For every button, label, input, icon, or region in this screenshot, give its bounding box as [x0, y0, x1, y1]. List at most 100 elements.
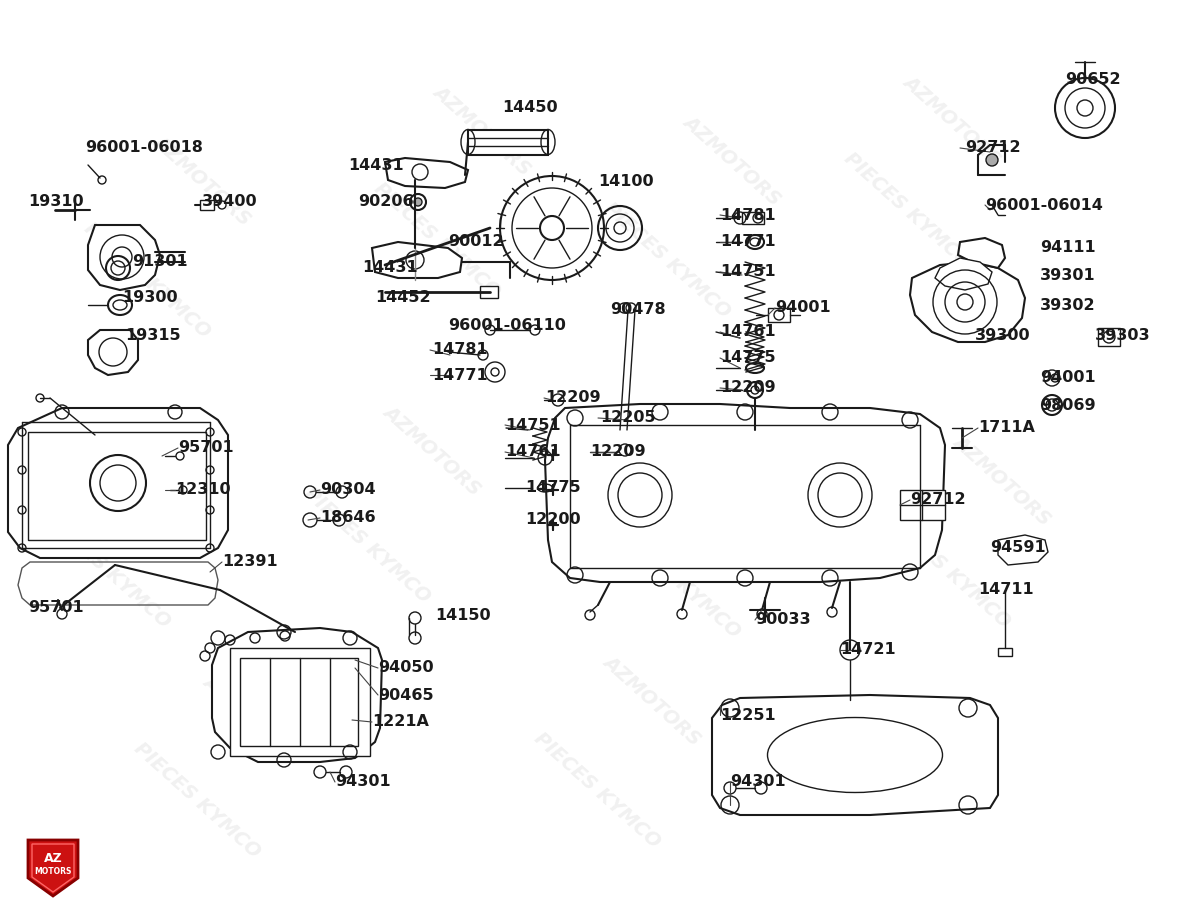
Text: 39400: 39400 [202, 194, 258, 210]
Text: PIECES KYMCO: PIECES KYMCO [880, 508, 1014, 632]
Bar [742, 212, 764, 224]
Text: 14775: 14775 [720, 350, 775, 365]
Circle shape [1051, 374, 1060, 382]
Text: PIECES KYMCO: PIECES KYMCO [370, 178, 504, 302]
Text: PIECES KYMCO: PIECES KYMCO [300, 483, 433, 607]
Text: 14771: 14771 [432, 367, 487, 382]
Text: AZMOTORS: AZMOTORS [680, 431, 785, 528]
Bar [598, 408, 706, 480]
Text: PIECES KYMCO: PIECES KYMCO [80, 219, 214, 341]
Text: AZMOTORS: AZMOTORS [430, 81, 535, 178]
Text: 12209: 12209 [590, 445, 646, 460]
Polygon shape [998, 535, 1048, 565]
Text: 96001-06014: 96001-06014 [985, 197, 1103, 212]
Text: 19310: 19310 [28, 194, 84, 210]
Text: 96001-06110: 96001-06110 [448, 318, 566, 332]
Text: 94301: 94301 [730, 775, 786, 789]
Bar [900, 490, 946, 520]
Text: 12205: 12205 [600, 410, 655, 426]
Text: 1711A: 1711A [978, 420, 1034, 436]
Text: 90206: 90206 [358, 194, 414, 210]
Text: 12200: 12200 [526, 512, 581, 527]
Text: PIECES KYMCO: PIECES KYMCO [610, 518, 744, 642]
Text: 14452: 14452 [374, 291, 431, 305]
Text: 14761: 14761 [720, 325, 775, 339]
Text: AZMOTORS: AZMOTORS [600, 652, 704, 749]
Text: 12209: 12209 [720, 381, 775, 395]
Text: 90304: 90304 [320, 482, 376, 498]
Bar [230, 648, 370, 756]
Bar [28, 432, 206, 540]
Text: 90478: 90478 [610, 302, 666, 318]
Text: 14721: 14721 [840, 643, 895, 658]
Text: 90465: 90465 [378, 688, 433, 703]
Text: 14431: 14431 [362, 260, 418, 275]
Text: 14761: 14761 [505, 445, 560, 460]
Text: 12310: 12310 [175, 482, 230, 498]
Text: 95701: 95701 [28, 600, 84, 616]
Text: 19300: 19300 [122, 291, 178, 305]
Text: 90033: 90033 [755, 613, 811, 627]
Text: 94001: 94001 [775, 301, 830, 316]
Text: AZMOTORS: AZMOTORS [100, 431, 205, 528]
Text: AZMOTORS: AZMOTORS [150, 131, 254, 229]
Text: AZ: AZ [43, 851, 62, 865]
Text: 98069: 98069 [1040, 398, 1096, 412]
Circle shape [986, 154, 998, 166]
Text: 94111: 94111 [1040, 240, 1096, 256]
Polygon shape [385, 158, 468, 188]
Text: 12251: 12251 [720, 707, 775, 723]
Text: 39301: 39301 [1040, 267, 1096, 283]
Text: 92712: 92712 [910, 492, 966, 508]
Text: 14751: 14751 [720, 265, 775, 280]
Text: PIECES KYMCO: PIECES KYMCO [130, 739, 264, 861]
Text: AZMOTORS: AZMOTORS [950, 431, 1055, 528]
Polygon shape [212, 628, 382, 762]
Polygon shape [28, 840, 78, 896]
Polygon shape [958, 238, 1006, 268]
Text: 94050: 94050 [378, 661, 433, 676]
Text: AZMOTORS: AZMOTORS [200, 671, 305, 769]
Text: PIECES KYMCO: PIECES KYMCO [40, 508, 174, 632]
Text: 96001-06018: 96001-06018 [85, 140, 203, 156]
Text: AZMOTORS: AZMOTORS [680, 112, 785, 209]
Text: 14771: 14771 [720, 235, 775, 249]
Text: 91301: 91301 [132, 255, 187, 269]
Text: PIECES KYMCO: PIECES KYMCO [840, 148, 973, 272]
Polygon shape [8, 408, 228, 558]
Text: PIECES KYMCO: PIECES KYMCO [600, 199, 733, 321]
Bar [468, 130, 548, 155]
Text: 94301: 94301 [335, 775, 391, 789]
Text: 14450: 14450 [502, 101, 558, 115]
Text: MOTORS: MOTORS [35, 868, 72, 877]
Text: 39300: 39300 [974, 328, 1031, 343]
Polygon shape [910, 262, 1025, 342]
Polygon shape [545, 404, 946, 582]
Bar [998, 648, 1012, 656]
Text: 14150: 14150 [436, 608, 491, 623]
Text: 39302: 39302 [1040, 298, 1096, 312]
Polygon shape [88, 330, 138, 375]
Bar [240, 658, 358, 746]
Text: 14100: 14100 [598, 175, 654, 190]
Polygon shape [88, 225, 160, 290]
Text: 90652: 90652 [1066, 73, 1121, 87]
Bar [200, 200, 214, 210]
Text: AZMOTORS: AZMOTORS [900, 71, 1004, 168]
Bar [480, 286, 498, 298]
Text: 18646: 18646 [320, 510, 376, 526]
Text: 92712: 92712 [965, 140, 1021, 156]
Text: 94591: 94591 [990, 541, 1045, 555]
Text: 14431: 14431 [348, 158, 403, 173]
Text: 19315: 19315 [125, 328, 181, 343]
Text: 94001: 94001 [1040, 371, 1096, 385]
Text: 14751: 14751 [505, 418, 560, 433]
Text: AZMOTORS: AZMOTORS [380, 401, 485, 499]
Polygon shape [935, 258, 992, 290]
Text: 14781: 14781 [432, 343, 487, 357]
Text: 14711: 14711 [978, 582, 1033, 598]
Text: 14781: 14781 [720, 208, 775, 222]
Text: 39303: 39303 [1096, 328, 1151, 343]
Polygon shape [372, 242, 462, 278]
Bar [1098, 328, 1120, 346]
